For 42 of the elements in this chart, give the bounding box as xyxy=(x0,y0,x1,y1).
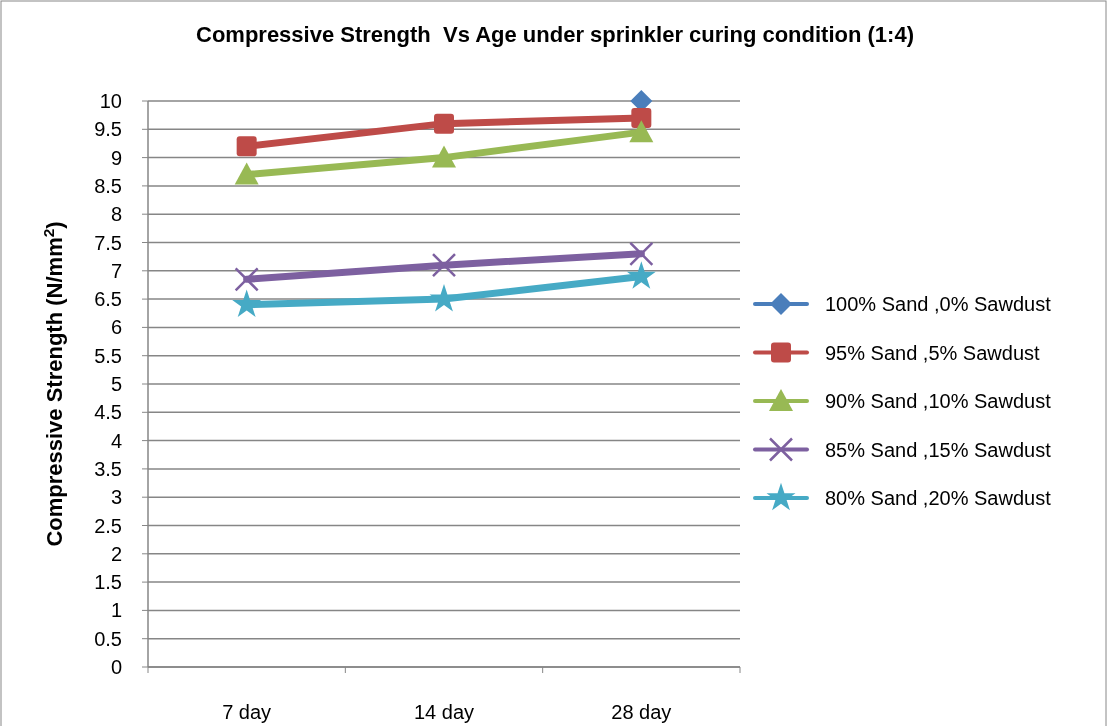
y-tick-label: 5.5 xyxy=(94,344,122,367)
point xyxy=(434,113,454,134)
y-tick-label: 3.5 xyxy=(94,457,122,480)
x-tick-label: 7 day xyxy=(222,701,272,723)
x-tick-label: 28 day xyxy=(611,701,672,723)
y-tick-label: 7 xyxy=(110,259,122,282)
y-tick-label: 1.5 xyxy=(94,571,122,594)
x-tick-label: 14 day xyxy=(413,701,475,723)
point xyxy=(626,261,656,289)
y-tick-label: 4.5 xyxy=(94,401,122,424)
y-tick-label: 0 xyxy=(110,656,122,678)
legend-label: 90% Sand ,10% Sawdust xyxy=(825,390,1052,412)
point xyxy=(629,120,654,143)
point xyxy=(234,162,259,185)
y-tick-label: 5 xyxy=(110,373,122,395)
y-tick-label: 10 xyxy=(99,90,122,112)
y-tick-label: 0.5 xyxy=(94,627,122,650)
y-tick-label: 4 xyxy=(110,429,122,452)
chart-title: Compressive Strength Vs Age under sprinkler curing condition (1:4) xyxy=(196,22,914,47)
y-tick-label: 7.5 xyxy=(94,231,122,254)
y-tick-label: 2 xyxy=(110,542,122,565)
point xyxy=(429,283,459,312)
y-tick-label: 3 xyxy=(110,486,122,509)
y-tick-label: 9 xyxy=(110,146,122,169)
point xyxy=(232,289,262,318)
y-tick-label: 2.5 xyxy=(94,514,122,537)
point xyxy=(236,136,257,157)
y-tick-label: 6 xyxy=(110,316,122,339)
legend-label: 95% Sand ,5% Sawdust xyxy=(825,341,1041,364)
y-tick-label: 6.5 xyxy=(94,288,122,311)
point xyxy=(432,145,456,168)
y-tick-label: 8 xyxy=(110,203,122,226)
point xyxy=(629,241,654,267)
point xyxy=(631,107,652,128)
legend-label: 100% Sand ,0% Sawdust xyxy=(825,293,1052,315)
point xyxy=(431,252,457,278)
legend-label: 80% Sand ,20% Sawdust xyxy=(825,487,1052,509)
y-tick-label: 1 xyxy=(110,599,122,622)
point xyxy=(234,267,259,292)
y-tick-label: 9.5 xyxy=(94,118,122,141)
legend-label: 85% Sand ,15% Sawdust xyxy=(825,438,1052,461)
y-tick-label: 8.5 xyxy=(94,174,122,197)
